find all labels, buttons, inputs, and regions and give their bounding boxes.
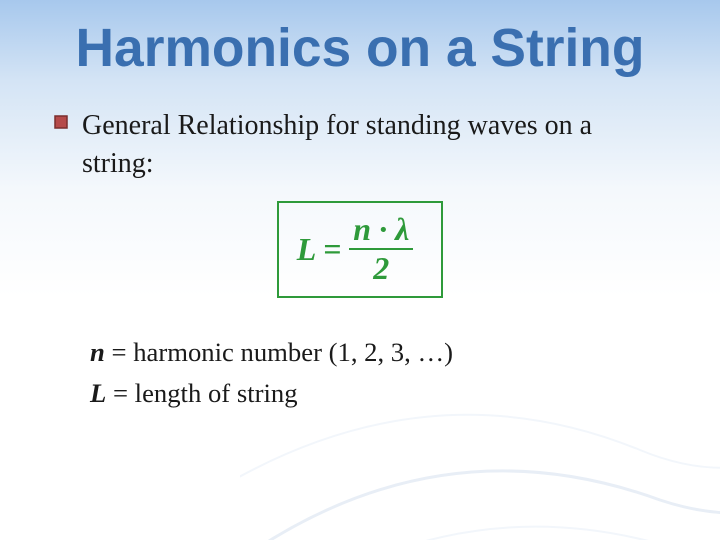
bullet-item: General Relationship for standing waves … [54,107,666,183]
definition-desc: = harmonic number (1, 2, 3, …) [105,337,453,367]
definition-desc: = length of string [106,378,297,408]
swoosh-line-2 [260,520,720,540]
swoosh-line-3 [240,410,720,500]
definition-var: n [90,337,105,367]
body-text: General Relationship for standing waves … [82,107,666,183]
formula-left: L = [297,231,342,268]
formula-box: L = n · λ 2 [277,201,444,298]
formula-denominator: 2 [369,250,393,286]
formula-fraction: n · λ 2 [349,213,413,286]
definition-var: L [90,378,106,408]
bullet-fill [55,116,67,128]
definition-row: L = length of string [90,373,666,414]
slide-content: General Relationship for standing waves … [0,79,720,414]
formula-numerator: n · λ [349,213,413,249]
square-bullet-icon [54,115,68,129]
slide-title: Harmonics on a String [0,0,720,79]
definition-row: n = harmonic number (1, 2, 3, …) [90,332,666,373]
formula-container: L = n · λ 2 [54,201,666,298]
definitions-block: n = harmonic number (1, 2, 3, …) L = len… [54,332,666,415]
swoosh-line-1 [240,460,720,540]
